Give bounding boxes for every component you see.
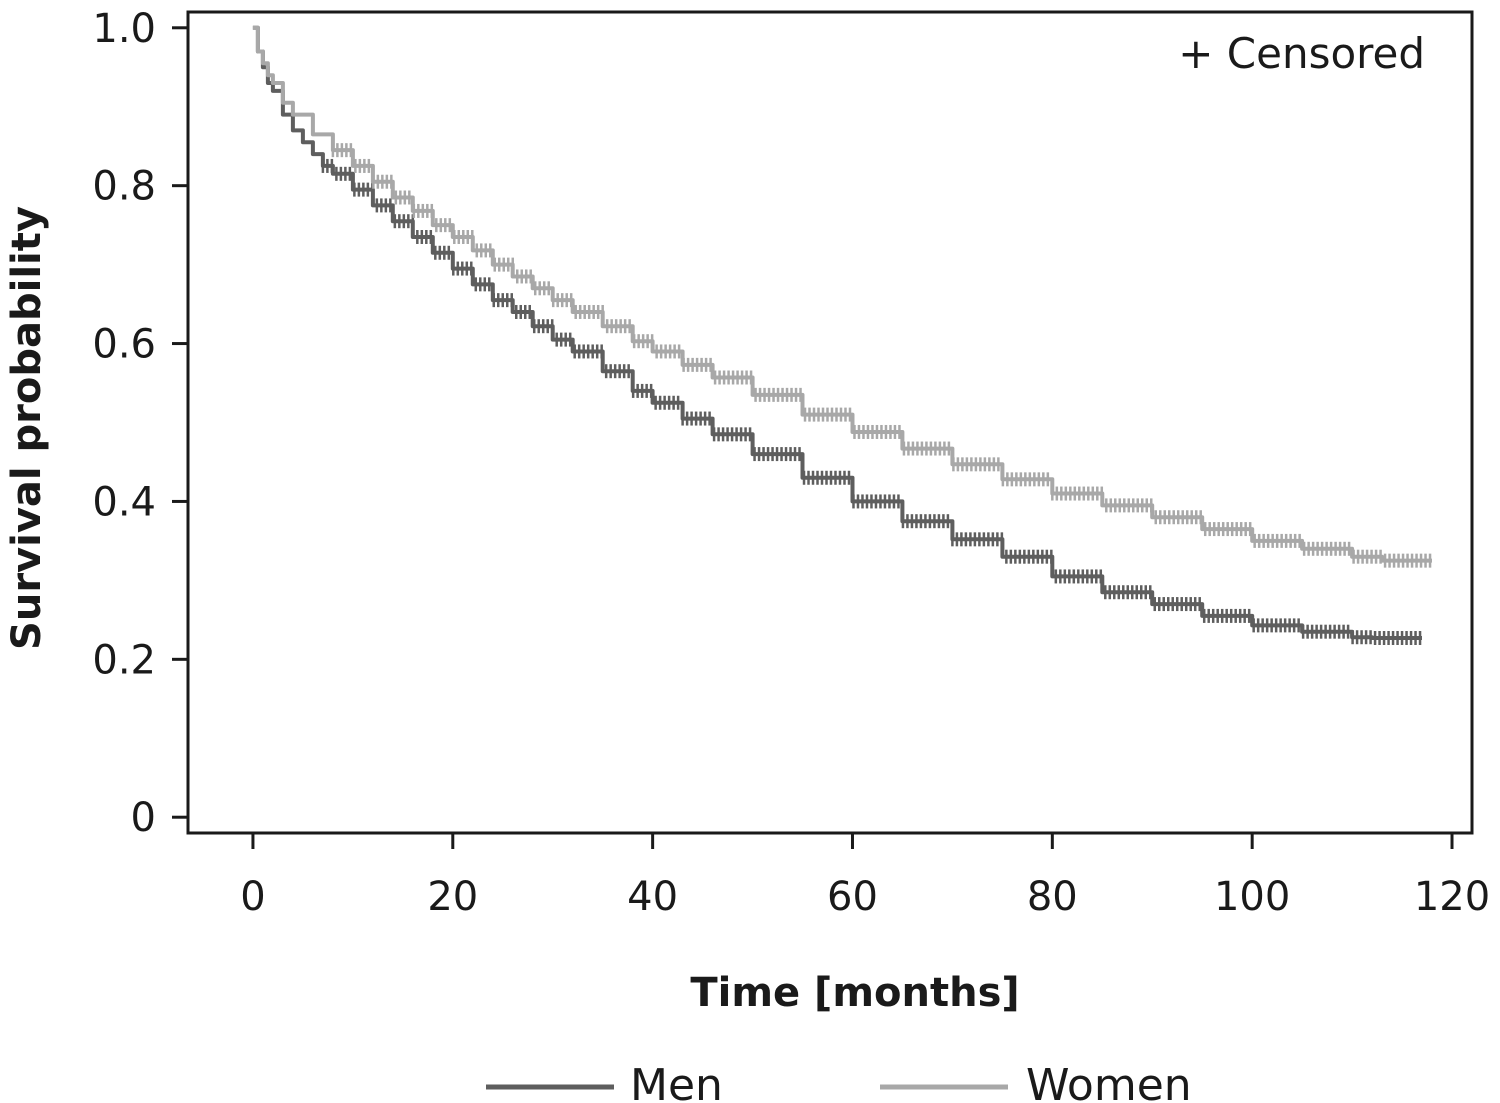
x-tick-label: 0 <box>240 874 265 920</box>
censored-annotation: + Censored <box>1178 29 1425 78</box>
x-axis: 0 20 40 60 80 100 120 <box>240 833 1490 920</box>
x-axis-title: Time [months] <box>690 970 1019 1016</box>
y-tick-label: 0.6 <box>92 322 156 368</box>
y-tick-label: 0 <box>131 795 156 841</box>
x-tick-label: 40 <box>627 874 678 920</box>
legend-women-label: Women <box>1026 1060 1192 1103</box>
x-tick-label: 120 <box>1414 874 1490 920</box>
x-tick-label: 100 <box>1214 874 1290 920</box>
legend: Men Women <box>486 1060 1192 1103</box>
y-tick-label: 0.2 <box>92 637 156 683</box>
x-tick-label: 60 <box>827 874 878 920</box>
series-layer <box>252 25 1432 646</box>
series-women <box>252 25 1432 568</box>
plot-frame <box>186 10 1474 835</box>
y-tick-label: 0.8 <box>92 164 156 210</box>
series-men <box>252 25 1422 646</box>
series-line-men <box>252 25 1422 640</box>
x-tick-label: 20 <box>427 874 478 920</box>
y-tick-label: 0.4 <box>92 479 156 525</box>
series-line-women <box>252 25 1432 563</box>
legend-men-label: Men <box>630 1060 723 1103</box>
y-axis: 0 0.2 0.4 0.6 0.8 1.0 <box>92 6 188 841</box>
y-tick-label: 1.0 <box>92 6 156 52</box>
y-axis-title: Survival probability <box>4 206 50 650</box>
x-tick-label: 80 <box>1027 874 1078 920</box>
